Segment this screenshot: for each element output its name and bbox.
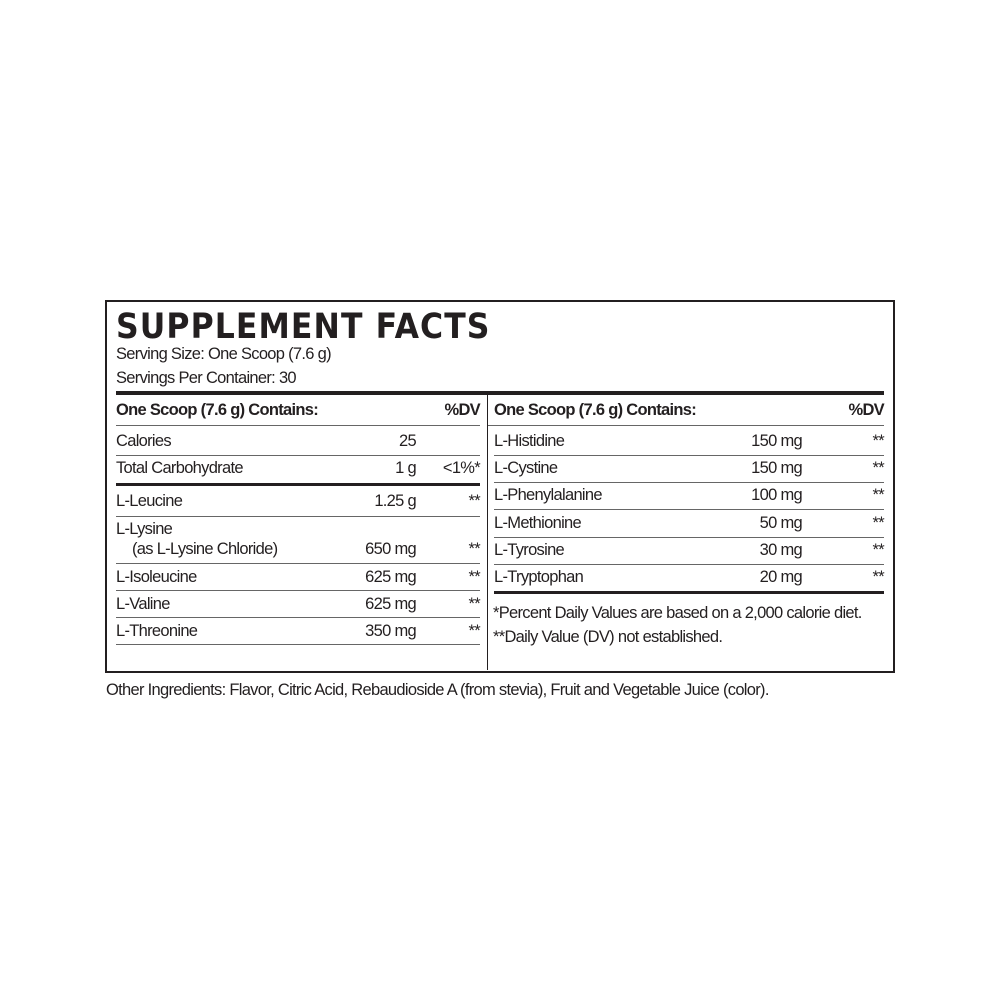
servings-per-container: Servings Per Container: 30 (116, 369, 297, 387)
nutrient-amount: 100 mg (751, 486, 803, 505)
nutrient-dv: ** (468, 540, 481, 558)
nutrient-amount: 350 mg (365, 622, 417, 640)
nutrient-amount: 25 (399, 432, 417, 450)
left-header-dv: %DV (444, 401, 481, 419)
nutrient-name: L-Histidine (494, 432, 565, 450)
nutrient-source: (as L-Lysine Chloride) (132, 540, 278, 558)
other-ingredients: Other Ingredients: Flavor, Citric Acid, … (106, 681, 769, 699)
nutrient-name: L-Leucine (116, 492, 183, 510)
row-divider (116, 425, 480, 426)
footnote-dv-not-established: **Daily Value (DV) not established. (493, 628, 723, 646)
column-divider (487, 392, 488, 670)
nutrient-amount: 20 mg (759, 568, 803, 586)
nutrient-amount: 30 mg (759, 540, 803, 559)
nutrient-dv: ** (872, 568, 885, 586)
row-divider (116, 617, 480, 618)
row-divider (494, 455, 884, 456)
nutrient-name: L-Methionine (494, 513, 582, 532)
nutrient-name: Total Carbohydrate (116, 459, 244, 477)
nutrient-name: L-Threonine (116, 622, 198, 640)
row-divider (116, 455, 480, 456)
footnote-percent-dv: *Percent Daily Values are based on a 2,0… (493, 604, 862, 622)
nutrient-name: L-Tyrosine (494, 540, 565, 559)
row-divider (494, 536, 884, 538)
nutrient-name: L-Cystine (494, 459, 558, 478)
nutrient-amount: 1 g (395, 459, 417, 477)
serving-size: Serving Size: One Scoop (7.6 g) (116, 345, 332, 363)
nutrient-name: L-Valine (116, 595, 170, 613)
right-header-label: One Scoop (7.6 g) Contains: (494, 401, 697, 419)
thick-divider (116, 391, 884, 395)
left-header-label: One Scoop (7.6 g) Contains: (116, 401, 319, 419)
nutrient-amount: 150 mg (751, 459, 803, 478)
row-divider (116, 644, 480, 645)
nutrient-dv: ** (468, 492, 481, 510)
row-divider (116, 590, 480, 591)
nutrient-amount: 625 mg (365, 568, 417, 586)
nutrient-name: L-Phenylalanine (494, 486, 603, 505)
nutrient-amount: 650 mg (365, 540, 417, 558)
thick-divider (494, 591, 884, 594)
nutrient-amount: 625 mg (365, 595, 417, 613)
nutrient-amount: 50 mg (759, 513, 803, 532)
thick-divider (116, 483, 480, 486)
nutrient-dv: ** (468, 568, 481, 586)
row-divider (494, 563, 884, 565)
nutrient-amount: 150 mg (751, 432, 803, 450)
nutrient-name: Calories (116, 432, 172, 450)
row-divider (116, 516, 480, 517)
panel-title: SUPPLEMENT FACTS (116, 307, 491, 347)
facts-panel (105, 300, 895, 673)
nutrient-dv: ** (872, 459, 885, 478)
nutrient-name: L-Lysine (116, 520, 173, 538)
nutrient-dv: ** (872, 513, 885, 532)
row-divider (494, 509, 884, 511)
nutrient-dv: ** (468, 622, 481, 640)
nutrient-dv: ** (872, 540, 885, 559)
row-divider (494, 482, 884, 484)
row-divider (488, 425, 884, 426)
nutrient-name: L-Isoleucine (116, 568, 197, 586)
nutrient-dv: ** (468, 595, 481, 613)
nutrient-name: L-Tryptophan (494, 568, 584, 586)
nutrient-amount: 1.25 g (374, 492, 416, 510)
nutrient-dv: ** (872, 486, 885, 505)
row-divider (116, 563, 480, 564)
right-header-dv: %DV (848, 401, 885, 419)
nutrient-dv: <1%* (442, 459, 481, 477)
nutrient-dv: ** (872, 432, 885, 450)
